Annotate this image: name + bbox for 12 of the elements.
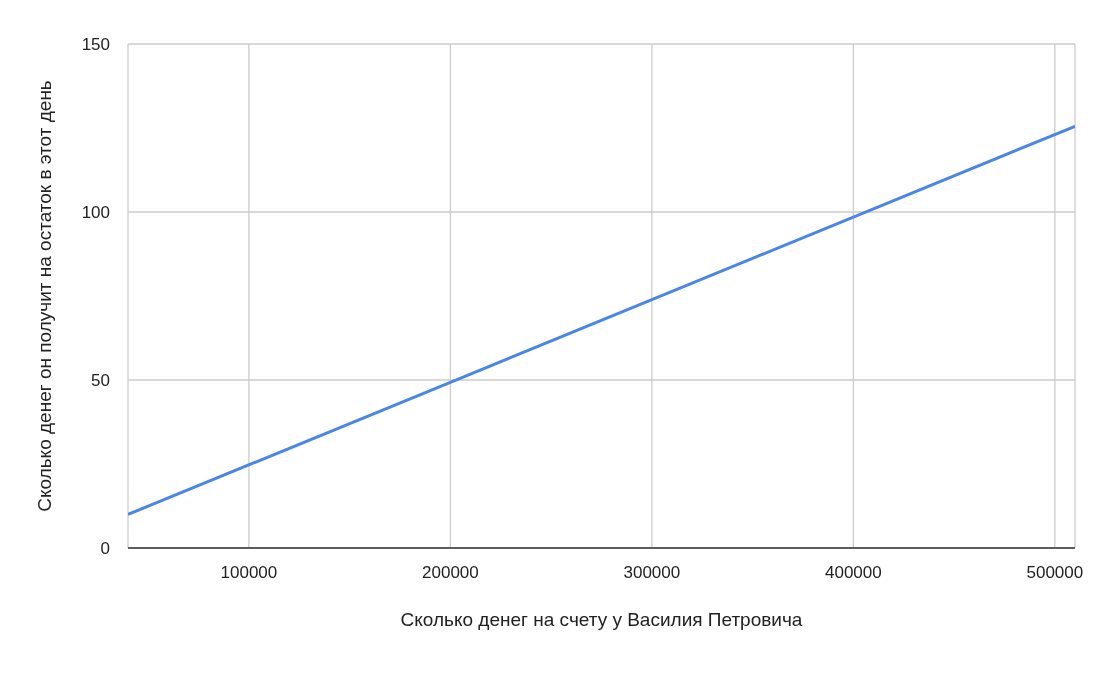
y-axis-title: Сколько денег он получит на остаток в этот день [33, 80, 55, 512]
y-tick-label: 50 [91, 371, 110, 391]
x-tick-label: 200000 [422, 563, 479, 583]
x-axis-title: Сколько денег на счету у Василия Петровича [400, 609, 803, 630]
y-tick-label: 150 [81, 35, 110, 55]
y-tick-label: 0 [100, 539, 110, 559]
y-tick-label: 100 [81, 203, 110, 223]
x-tick-label: 100000 [220, 563, 278, 583]
x-tick-label: 300000 [623, 563, 681, 583]
line-series [128, 124, 1075, 516]
x-tick-label: 400000 [824, 563, 882, 583]
x-tick-label: 500000 [1026, 563, 1084, 583]
